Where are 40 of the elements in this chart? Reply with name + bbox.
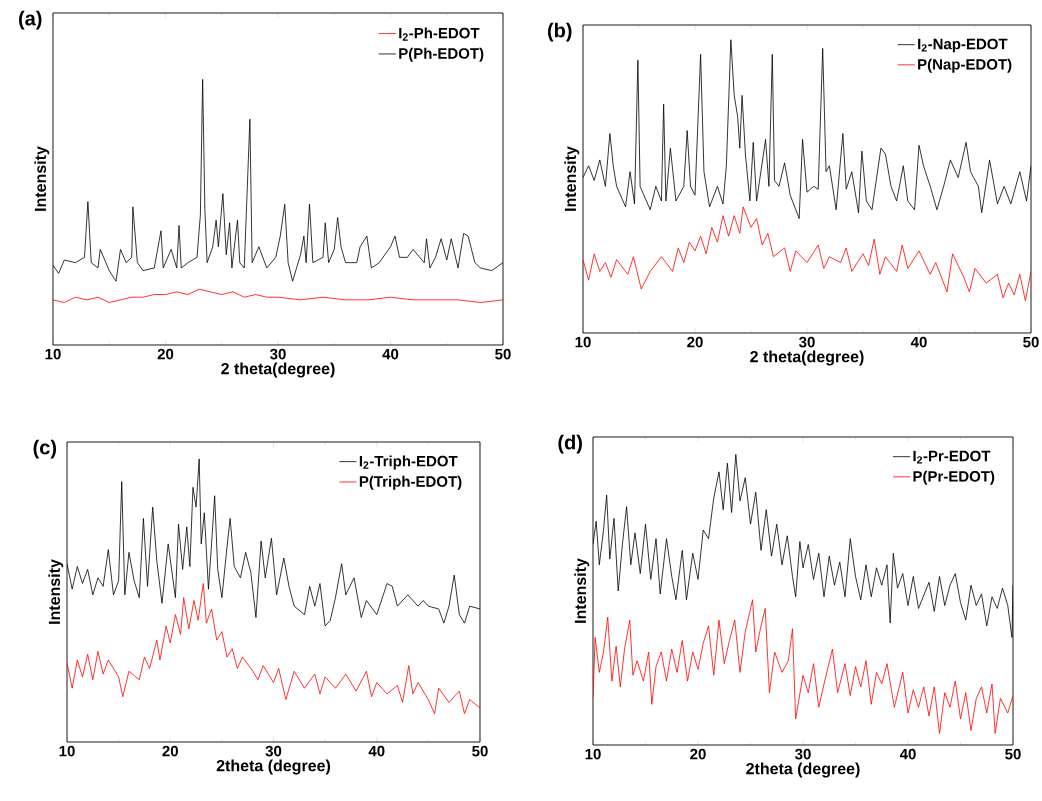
x-tick-label: 30 <box>799 336 815 348</box>
legend-label: I$_{2}$-Triph-EDOT <box>359 455 458 470</box>
x-tick-label: 10 <box>59 745 75 757</box>
x-tick-label: 50 <box>472 745 488 757</box>
x-tick-label: 10 <box>585 748 601 760</box>
x-tick-label: 50 <box>1023 336 1039 348</box>
x-axis-title: 2 theta(degree) <box>221 362 335 378</box>
x-tick-label: 50 <box>495 348 511 360</box>
x-tick-label: 10 <box>45 348 61 360</box>
legend-label: P(Pr-EDOT) <box>913 470 995 485</box>
x-tick-label: 20 <box>162 745 178 757</box>
x-tick-label: 20 <box>157 348 174 360</box>
x-tick-label: 40 <box>910 336 927 348</box>
x-tick-label: 10 <box>575 336 591 348</box>
x-axis-title: 2 theta(degree) <box>750 350 864 366</box>
x-tick-label: 40 <box>382 348 399 360</box>
legend-label: I$_{2}$-Nap-EDOT <box>918 38 1008 53</box>
chart-title: (d) <box>558 434 582 454</box>
x-tick-label: 40 <box>368 745 385 757</box>
y-axis-title: Intensity <box>34 146 50 211</box>
x-tick-label: 40 <box>899 748 916 760</box>
legend-label: P(Nap-EDOT) <box>918 58 1012 73</box>
x-tick-label: 50 <box>1005 748 1021 760</box>
legend-label: I$_{2}$-Pr-EDOT <box>913 450 991 464</box>
legend-label: I$_{2}$-Ph-EDOT <box>399 27 480 41</box>
x-tick-label: 20 <box>690 748 706 760</box>
legend-label: P(Ph-EDOT) <box>399 47 484 62</box>
chart-title: (c) <box>33 439 57 459</box>
x-tick-label: 30 <box>795 748 811 760</box>
y-axis-title: Intensity <box>564 146 580 211</box>
x-axis-title: 2theta (degree) <box>746 762 860 778</box>
x-tick-label: 30 <box>265 745 282 757</box>
legend-label: P(Triph-EDOT) <box>359 475 462 490</box>
chart-title: (b) <box>547 22 572 42</box>
y-axis-title: Intensity <box>48 559 64 624</box>
x-axis-title: 2theta (degree) <box>216 759 331 775</box>
y-axis-title: Intensity <box>574 558 590 623</box>
x-tick-label: 20 <box>687 336 703 348</box>
chart-title: (a) <box>19 10 42 30</box>
x-tick-label: 30 <box>270 348 286 360</box>
